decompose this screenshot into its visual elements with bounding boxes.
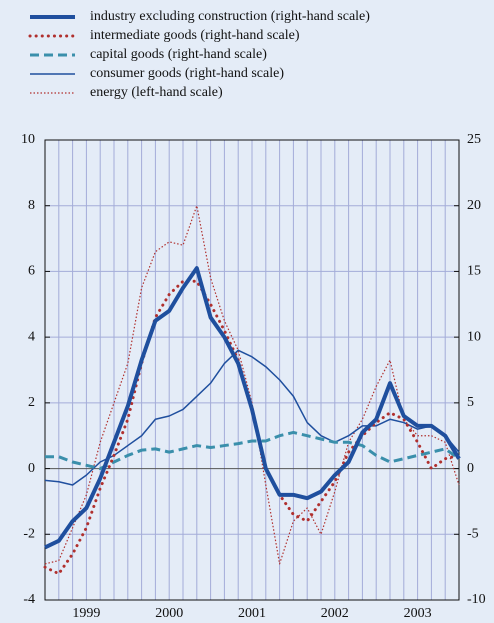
plot-frame <box>44 139 460 601</box>
y2-tick-label: 25 <box>467 132 481 147</box>
y-tick-label: 0 <box>28 461 35 476</box>
y-tick-label: 6 <box>28 264 35 279</box>
y2-tick-label: 20 <box>467 198 481 213</box>
y-tick-label: -2 <box>23 527 35 542</box>
legend-label: consumer goods (right-hand scale) <box>90 66 284 81</box>
y-tick-label: 10 <box>21 132 35 147</box>
x-tick-label: 1999 <box>72 606 100 621</box>
y-tick-label: 8 <box>28 198 35 213</box>
y2-tick-label: 10 <box>467 329 481 344</box>
y2-tick-label: -5 <box>467 527 479 542</box>
legend-label: capital goods (right-hand scale) <box>90 47 267 62</box>
x-tick-label: 2001 <box>238 606 266 621</box>
x-tick-label: 2003 <box>404 606 432 621</box>
y2-tick-label: 15 <box>467 264 481 279</box>
series-line <box>44 266 461 550</box>
legend-label: intermediate goods (right-hand scale) <box>90 28 300 43</box>
series-line <box>43 279 461 576</box>
y2-tick-label: 0 <box>467 461 474 476</box>
y-tick-label: 2 <box>28 395 35 410</box>
y2-tick-label: -10 <box>467 592 486 607</box>
legend-label: industry excluding construction (right-h… <box>90 9 370 24</box>
series-line <box>45 430 460 471</box>
y2-tick-label: 5 <box>467 395 474 410</box>
y-tick-label: 4 <box>28 329 35 344</box>
x-tick-label: 2000 <box>155 606 183 621</box>
x-tick-label: 2002 <box>321 606 349 621</box>
legend-label: energy (left-hand scale) <box>90 85 223 100</box>
y-tick-label: -4 <box>23 592 35 607</box>
